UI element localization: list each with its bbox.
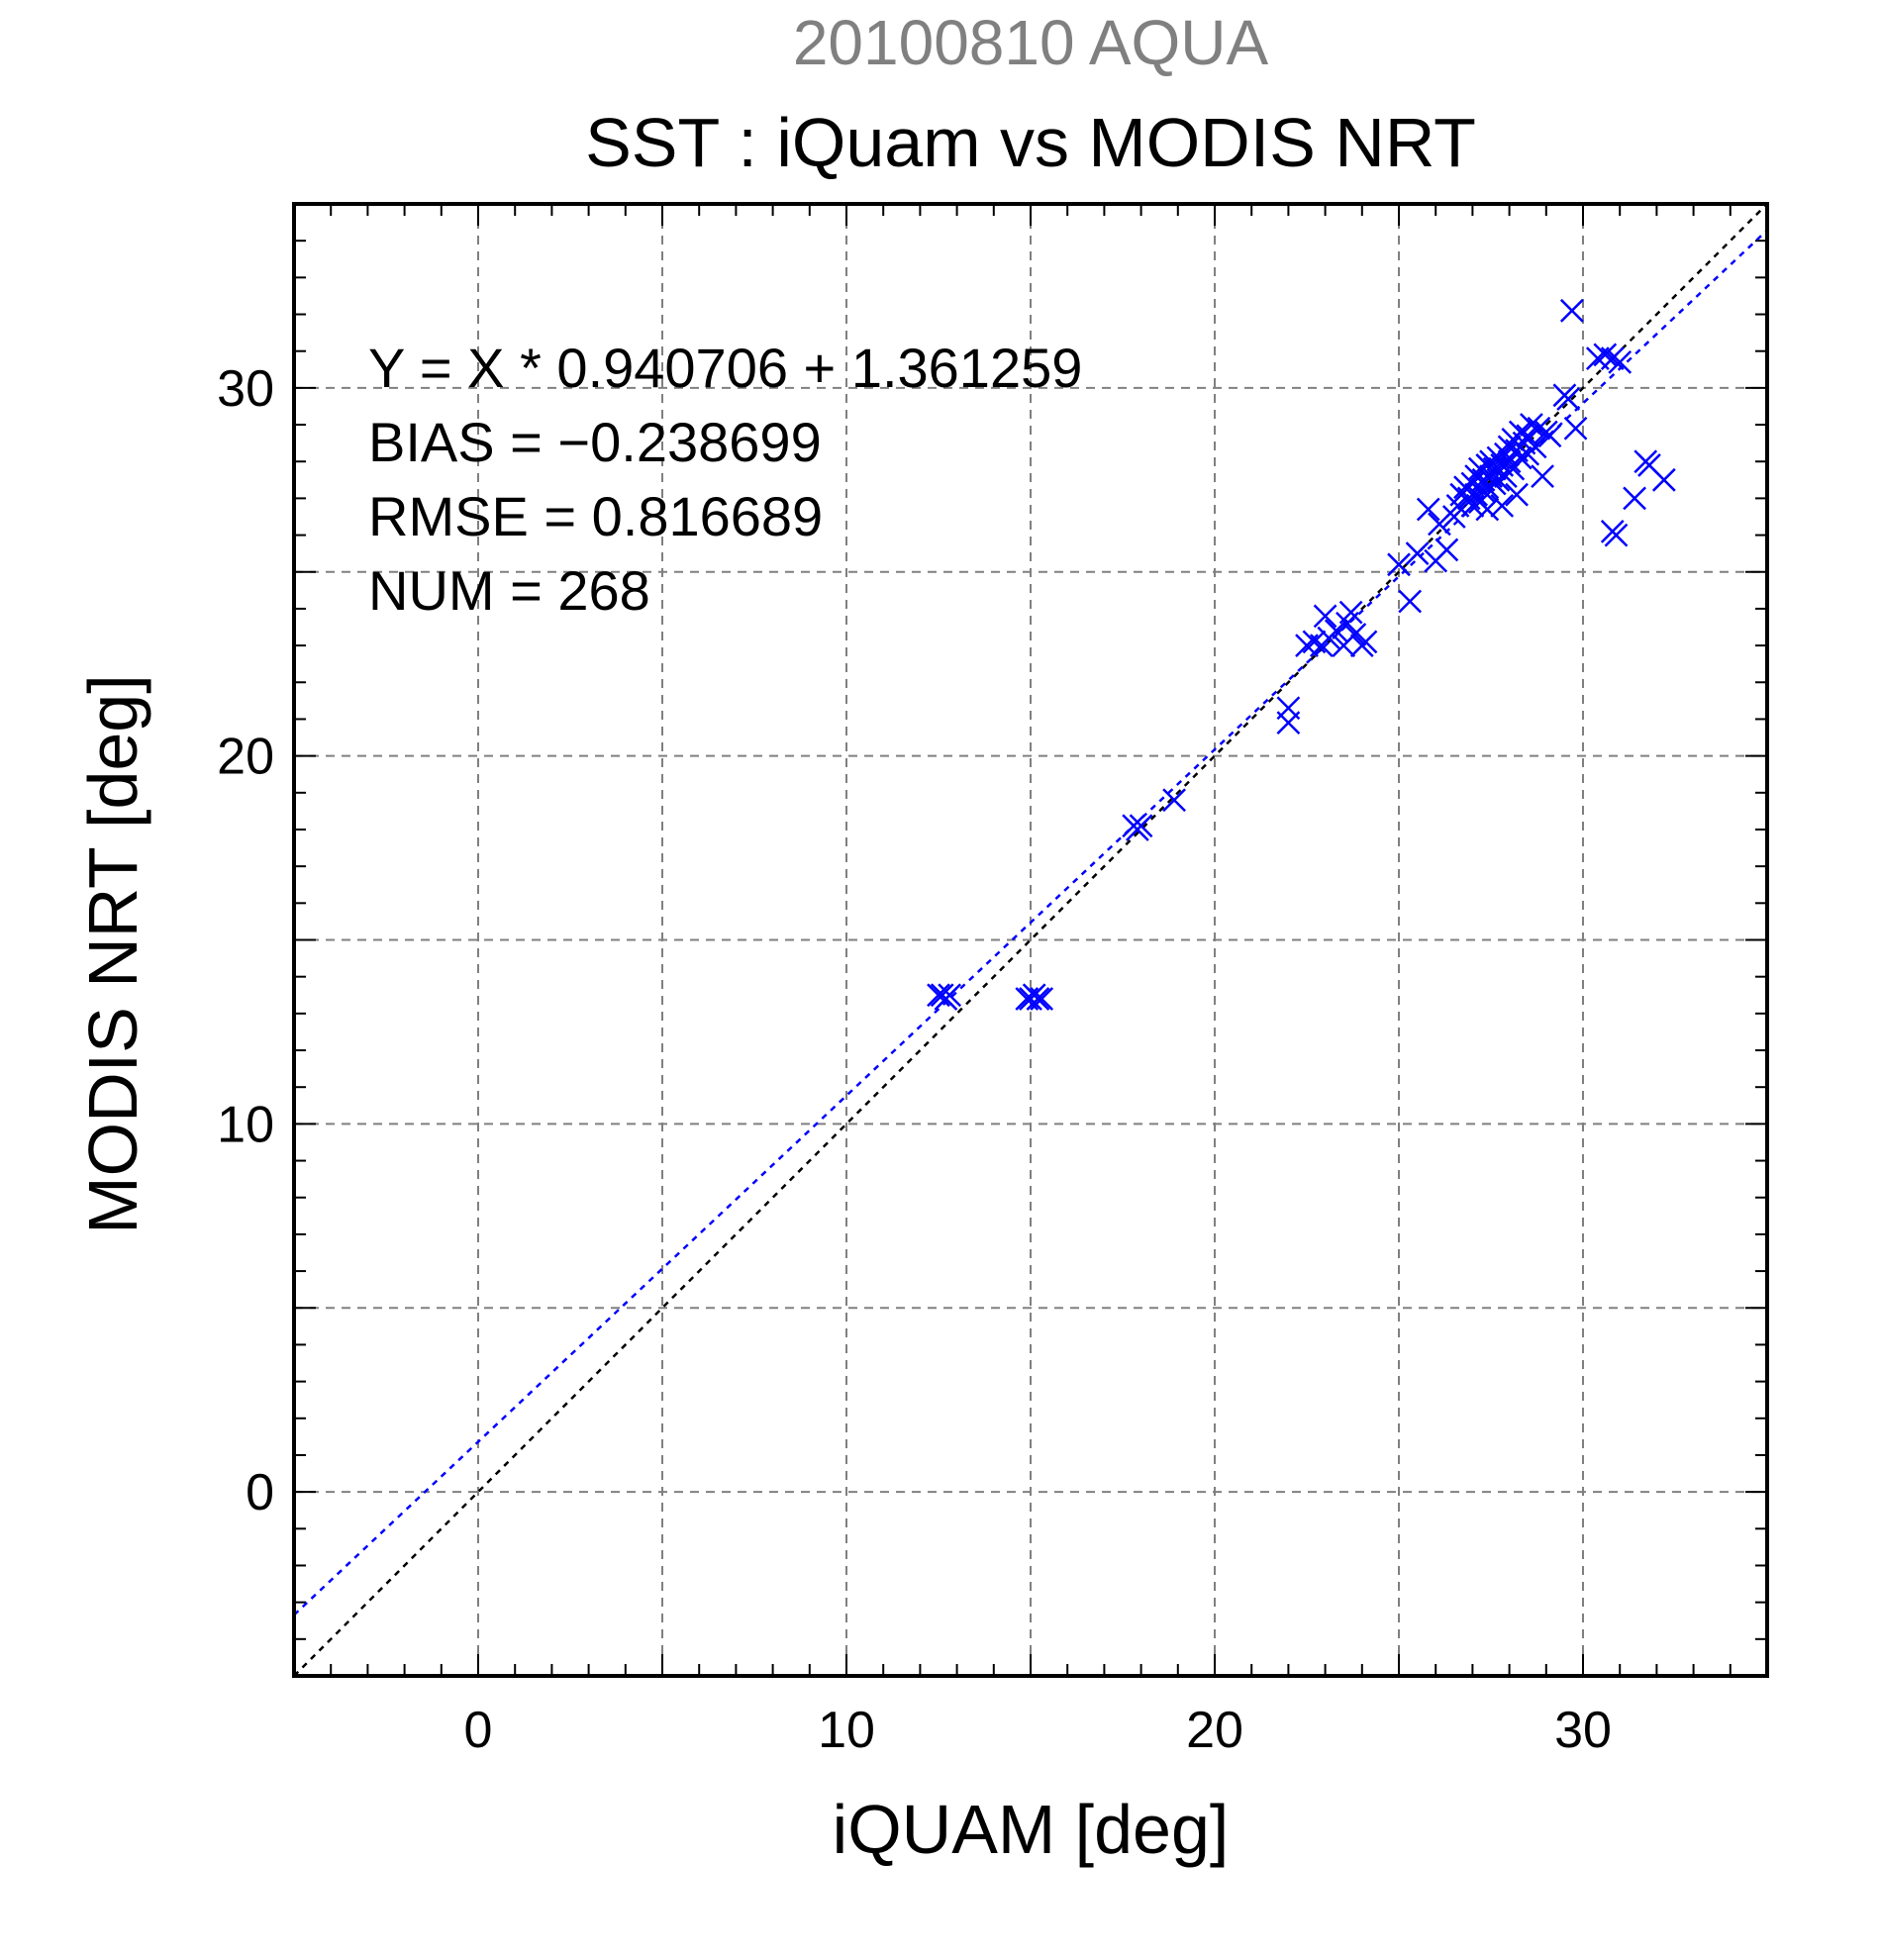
data-point: [1490, 493, 1515, 518]
y-tick-label: 10: [217, 1096, 274, 1153]
data-point: [1486, 467, 1511, 492]
data-point: [1559, 298, 1584, 323]
regression-line: [294, 229, 1767, 1617]
data-point: [1623, 486, 1646, 511]
data-point: [1520, 413, 1543, 437]
rmse-label: RMSE = 0.816689: [368, 485, 823, 547]
data-point: [1276, 711, 1301, 735]
data-point: [1475, 497, 1500, 522]
x-tick-label: 30: [1554, 1702, 1612, 1759]
plot-frame: [292, 202, 1769, 1678]
x-tick-label: 20: [1186, 1702, 1243, 1759]
data-point: [1608, 349, 1633, 374]
data-point: [1600, 346, 1625, 371]
data-point: [1531, 464, 1554, 488]
regression-equation: Y = X * 0.940706 + 1.361259: [368, 337, 1082, 399]
x-axis-label: iQUAM [deg]: [833, 1791, 1230, 1868]
data-point: [1563, 416, 1588, 441]
data-point: [1435, 538, 1459, 562]
data-point: [1324, 619, 1348, 643]
data-point: [1313, 604, 1337, 629]
grid-lines: [294, 204, 1767, 1676]
data-point: [1026, 987, 1050, 1011]
y-tick-label: 0: [246, 1464, 274, 1521]
num-label: NUM = 268: [368, 559, 650, 622]
bias-label: BIAS = −0.238699: [368, 411, 822, 473]
stats-annotation: Y = X * 0.940706 + 1.361259 BIAS = −0.23…: [368, 337, 1082, 622]
data-point: [1523, 435, 1547, 459]
data-point: [1342, 623, 1367, 646]
y-tick-label: 30: [217, 360, 274, 418]
data-point: [1527, 416, 1551, 441]
data-point: [1398, 589, 1423, 614]
data-point: [1537, 424, 1562, 448]
y-axis-label: MODIS NRT [deg]: [74, 674, 151, 1233]
data-point: [1162, 788, 1186, 813]
data-points: [927, 298, 1676, 1011]
data-point: [1556, 387, 1581, 411]
data-point: [1387, 552, 1411, 577]
data-point: [1129, 814, 1153, 838]
data-point: [1302, 630, 1327, 654]
data-point: [1030, 987, 1054, 1011]
x-tick-label: 10: [818, 1702, 875, 1759]
data-point: [1651, 467, 1676, 492]
data-point: [938, 983, 962, 1008]
chart-supertitle: 20100810 AQUA: [793, 7, 1269, 78]
data-point: [1338, 600, 1363, 625]
data-point: [1508, 445, 1533, 470]
y-tick-label: 20: [217, 729, 274, 786]
data-point: [1464, 482, 1489, 507]
data-point: [1353, 630, 1378, 654]
x-tick-label: 0: [464, 1702, 493, 1759]
data-point: [1604, 523, 1629, 547]
data-point: [1505, 482, 1529, 507]
data-point: [1428, 512, 1451, 537]
chart-title: SST : iQuam vs MODIS NRT: [585, 104, 1476, 181]
data-point: [1416, 497, 1440, 522]
data-point: [927, 983, 950, 1008]
tick-labels: 0 10 20 30 0 10 20 30: [217, 360, 1612, 1759]
data-point: [1593, 343, 1618, 367]
data-point: [1405, 541, 1430, 566]
